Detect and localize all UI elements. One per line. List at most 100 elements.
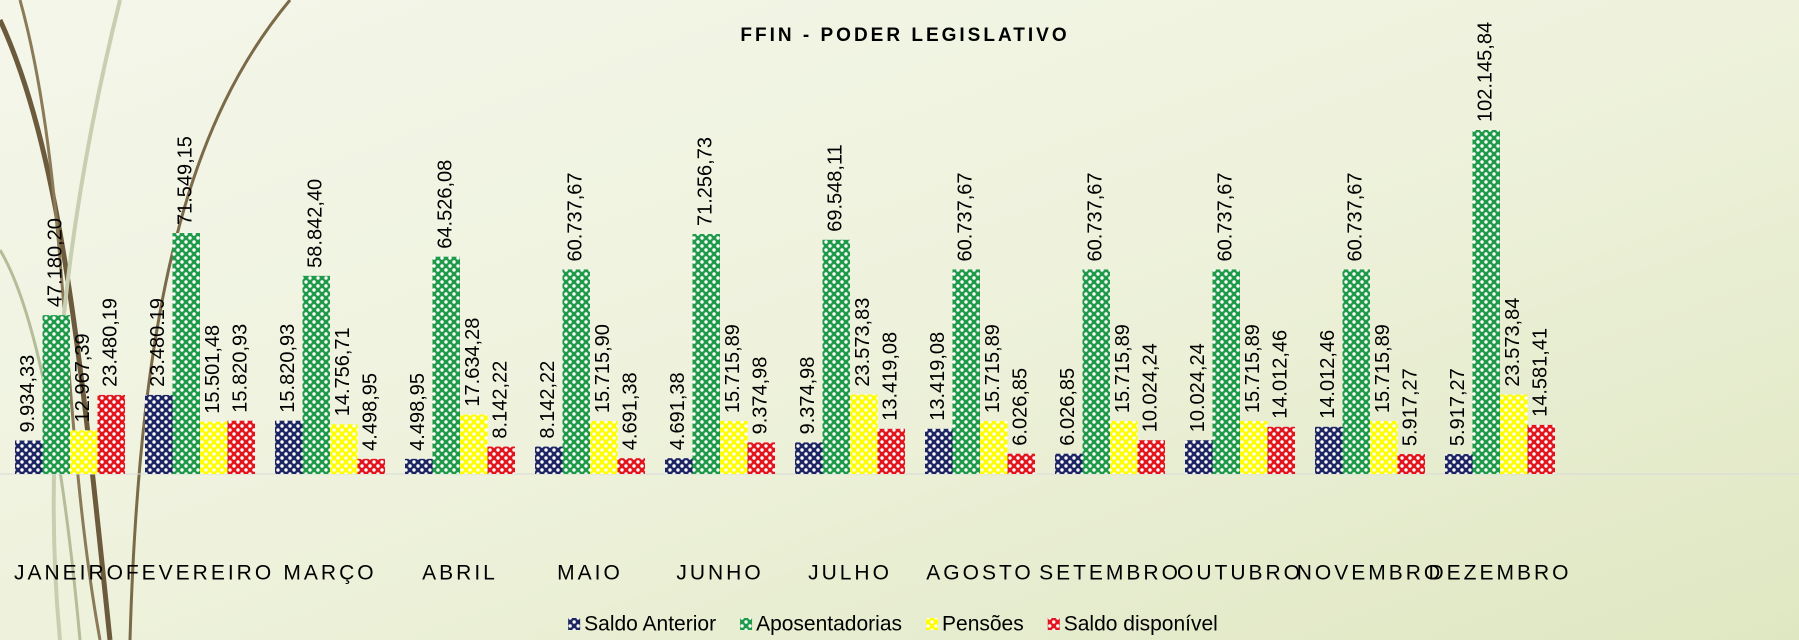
value-label: 60.737,67 <box>1215 172 1237 261</box>
bar <box>145 394 173 474</box>
value-label: 8.142,22 <box>490 361 512 439</box>
bar <box>357 458 385 474</box>
value-label: 13.419,08 <box>880 332 902 421</box>
value-label: 15.715,89 <box>982 324 1004 413</box>
value-label: 15.501,48 <box>202 325 224 414</box>
value-label: 102.145,84 <box>1475 22 1497 122</box>
x-tick-label: NOVEMBRO <box>1297 562 1444 585</box>
value-label: 23.480,19 <box>100 298 122 387</box>
bar <box>1445 454 1473 474</box>
bar <box>460 414 488 474</box>
value-label: 9.374,98 <box>750 357 772 435</box>
bar <box>535 446 563 474</box>
value-label: 10.024,24 <box>1140 343 1162 432</box>
legend-swatch <box>568 618 581 630</box>
bar <box>1185 440 1213 474</box>
bar <box>952 269 980 474</box>
value-label: 60.737,67 <box>1345 172 1367 261</box>
x-tick-label: SETEMBRO <box>1039 562 1181 585</box>
legend-item: Saldo Anterior <box>568 613 716 636</box>
bar <box>172 233 200 474</box>
value-label: 58.842,40 <box>305 179 327 268</box>
value-label: 23.573,83 <box>852 298 874 387</box>
value-label: 15.820,93 <box>277 324 299 413</box>
legend-swatch <box>1047 618 1060 630</box>
legend-swatch <box>740 618 753 630</box>
value-label: 9.934,33 <box>17 355 39 433</box>
bar <box>1055 453 1083 474</box>
value-label: 5.917,27 <box>1447 368 1469 446</box>
value-label: 71.549,15 <box>175 136 197 225</box>
bar <box>692 234 720 474</box>
x-tick-label: ABRIL <box>422 562 498 585</box>
bar <box>747 442 775 474</box>
value-label: 69.548,11 <box>825 144 847 232</box>
value-label: 60.737,67 <box>1085 172 1107 261</box>
value-label: 15.715,89 <box>722 324 744 413</box>
legend-item: Pensões <box>926 613 1024 636</box>
value-label: 4.691,38 <box>667 372 689 450</box>
bar <box>1397 454 1425 474</box>
value-label: 60.737,67 <box>955 172 977 261</box>
bar <box>665 458 693 474</box>
value-label: 15.820,93 <box>230 324 252 413</box>
bar <box>822 239 850 474</box>
bar <box>617 458 645 474</box>
bar <box>15 440 43 474</box>
bar <box>1240 421 1268 474</box>
bar <box>302 275 330 474</box>
value-label: 8.142,22 <box>537 361 559 439</box>
bar <box>980 421 1008 474</box>
value-label: 64.526,08 <box>435 160 457 249</box>
legend-label: Aposentadorias <box>756 613 902 636</box>
bar <box>1370 421 1398 474</box>
value-label: 15.715,90 <box>592 324 614 413</box>
chart-title: FFIN - PODER LEGISLATIVO <box>740 25 1069 46</box>
bar <box>1527 424 1555 474</box>
legend-label: Saldo Anterior <box>584 613 716 636</box>
bar <box>42 315 70 474</box>
x-tick-label: JULHO <box>808 562 892 585</box>
bar <box>275 420 303 474</box>
value-label: 4.498,95 <box>407 373 429 451</box>
bar <box>227 420 255 474</box>
legend: Saldo Anterior Aposentadorias Pensões Saldo… <box>568 613 1218 636</box>
bar <box>1082 269 1110 474</box>
bar <box>70 430 98 474</box>
bar <box>850 394 878 474</box>
value-label: 4.498,95 <box>360 373 382 451</box>
legend-label: Pensões <box>942 613 1024 636</box>
value-label: 4.691,38 <box>620 372 642 450</box>
bar <box>1212 269 1240 474</box>
legend-item: Saldo disponível <box>1047 613 1218 636</box>
value-label: 9.374,98 <box>797 357 819 435</box>
x-tick-label: MAIO <box>557 562 623 585</box>
value-label: 15.715,89 <box>1372 324 1394 413</box>
bar <box>1500 394 1528 474</box>
bar <box>97 394 125 474</box>
value-label: 14.756,71 <box>332 327 354 416</box>
value-label: 71.256,73 <box>695 137 717 226</box>
value-label: 10.024,24 <box>1187 343 1209 432</box>
value-label: 17.634,28 <box>462 318 484 407</box>
legend-item: Aposentadorias <box>740 613 902 636</box>
bar <box>877 428 905 474</box>
legend-swatch <box>926 618 939 630</box>
value-label: 12.967,39 <box>72 333 94 422</box>
bar <box>1137 440 1165 474</box>
x-tick-label: MARÇO <box>283 562 376 585</box>
legend-label: Saldo disponível <box>1064 613 1218 636</box>
bar <box>590 421 618 474</box>
value-label: 6.026,85 <box>1057 368 1079 446</box>
value-label: 14.012,46 <box>1270 330 1292 419</box>
value-label: 14.012,46 <box>1317 330 1339 419</box>
plot-area: JANEIRO 9.934,33 47.180,20 12.967,39 23.480,… <box>0 22 1799 585</box>
value-label: 13.419,08 <box>927 332 949 421</box>
bar <box>925 428 953 474</box>
x-tick-label: FEVEREIRO <box>126 562 274 585</box>
x-tick-label: JANEIRO <box>14 562 126 585</box>
bar <box>487 446 515 474</box>
bar <box>405 458 433 474</box>
bar <box>1342 269 1370 474</box>
